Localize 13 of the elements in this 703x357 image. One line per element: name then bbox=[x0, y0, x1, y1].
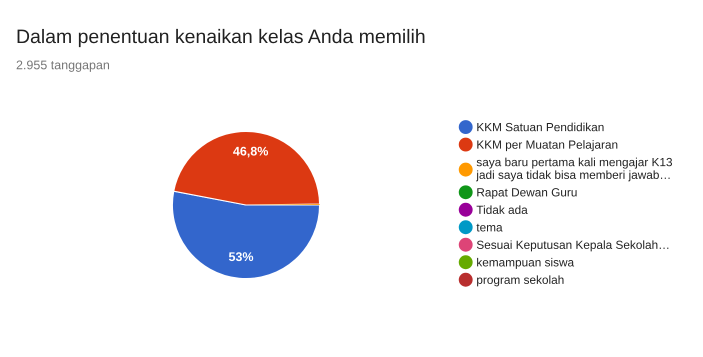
legend-label: tema bbox=[476, 224, 503, 232]
legend-label: KKM Satuan Pendidikan bbox=[477, 122, 604, 132]
data-label: 46,8% bbox=[233, 146, 268, 158]
data-label: 53% bbox=[228, 252, 254, 262]
legend-label: Sesuai Keputusan Kepala Sekolah… bbox=[476, 240, 668, 252]
legend-label: Tidak ada bbox=[476, 205, 528, 214]
legend-label: Rapat Dewan Guru bbox=[477, 188, 577, 199]
legend-label: KKM per Muatan Pelajaran bbox=[477, 140, 618, 152]
text: 2.955 tanggapan bbox=[16, 60, 110, 72]
legend-label: program sekolah bbox=[477, 275, 564, 286]
legend-label: kemampuan siswa bbox=[477, 258, 574, 269]
chart-title: Dalam penentuan kenaikan kelas Anda memilih bbox=[18, 28, 424, 48]
legend-label: saya baru pertama kali mengajar K13 jadi saya tidak bisa memberi jawab… bbox=[476, 158, 672, 182]
